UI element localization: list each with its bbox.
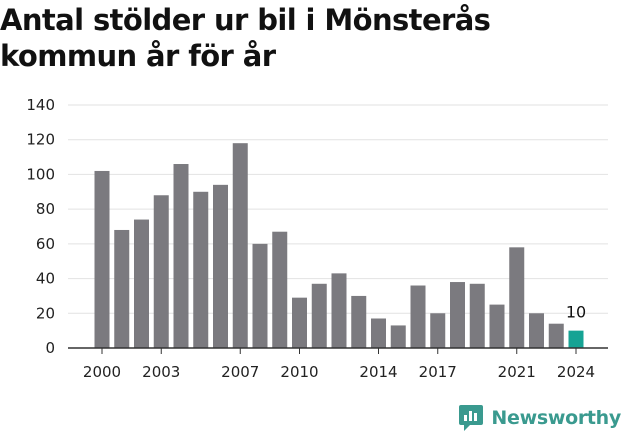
bar-2001 bbox=[114, 229, 130, 348]
chart-title: Antal stölder ur bil i Mönsterås kommun … bbox=[0, 3, 491, 73]
bar-2018 bbox=[450, 282, 465, 348]
bar-2004 bbox=[173, 164, 189, 348]
y-tick-label: 140 bbox=[26, 96, 55, 114]
y-tick-label: 20 bbox=[36, 304, 55, 322]
bar-2002 bbox=[134, 219, 149, 348]
x-axis: 2000 2003 2007 2010 2014 2017 2021 2024 bbox=[83, 348, 595, 381]
bar-2023 bbox=[548, 323, 564, 348]
bar-2000 bbox=[94, 170, 110, 348]
bar-2013 bbox=[351, 295, 367, 348]
x-tick-label: 2000 bbox=[83, 363, 121, 381]
bar-2014 bbox=[371, 318, 386, 348]
x-tick-label: 2024 bbox=[557, 363, 595, 381]
y-tick-label: 40 bbox=[36, 270, 55, 288]
bar-2008 bbox=[252, 243, 268, 348]
bar-2011 bbox=[311, 283, 327, 348]
bar-2007 bbox=[232, 143, 248, 348]
x-tick-label: 2010 bbox=[280, 363, 318, 381]
bar-2005 bbox=[193, 191, 209, 348]
brand-name: Newsworthy bbox=[491, 407, 621, 429]
bar-2006 bbox=[213, 184, 228, 348]
y-tick-label: 100 bbox=[26, 165, 55, 183]
y-tick-label: 80 bbox=[36, 200, 55, 218]
data-label-last: 10 bbox=[566, 303, 586, 322]
x-tick-label: 2021 bbox=[498, 363, 536, 381]
newsworthy-logo-icon bbox=[459, 405, 484, 431]
data-labels: 10 bbox=[566, 303, 586, 322]
bar-2015 bbox=[390, 325, 406, 348]
bars bbox=[94, 143, 584, 348]
y-axis: 0 20 40 60 80 100 120 140 bbox=[26, 96, 55, 357]
bar-2019 bbox=[469, 283, 485, 348]
bar-2003 bbox=[153, 195, 169, 348]
bar-2009 bbox=[272, 231, 288, 348]
bar-2017 bbox=[430, 313, 446, 348]
y-tick-label: 0 bbox=[45, 339, 55, 357]
bar-2020 bbox=[489, 304, 505, 348]
x-tick-label: 2007 bbox=[221, 363, 259, 381]
bar-2021 bbox=[509, 247, 525, 348]
x-tick-label: 2014 bbox=[359, 363, 397, 381]
bar-2024 bbox=[568, 330, 584, 348]
brand-logo: Newsworthy bbox=[458, 403, 621, 433]
y-tick-label: 60 bbox=[36, 235, 55, 253]
bar-2016 bbox=[410, 285, 426, 348]
bar-2022 bbox=[529, 313, 544, 348]
x-tick-label: 2017 bbox=[419, 363, 457, 381]
bar-2010 bbox=[292, 297, 307, 348]
x-tick-label: 2003 bbox=[142, 363, 180, 381]
y-tick-label: 120 bbox=[26, 131, 55, 149]
bar-2012 bbox=[331, 273, 347, 348]
